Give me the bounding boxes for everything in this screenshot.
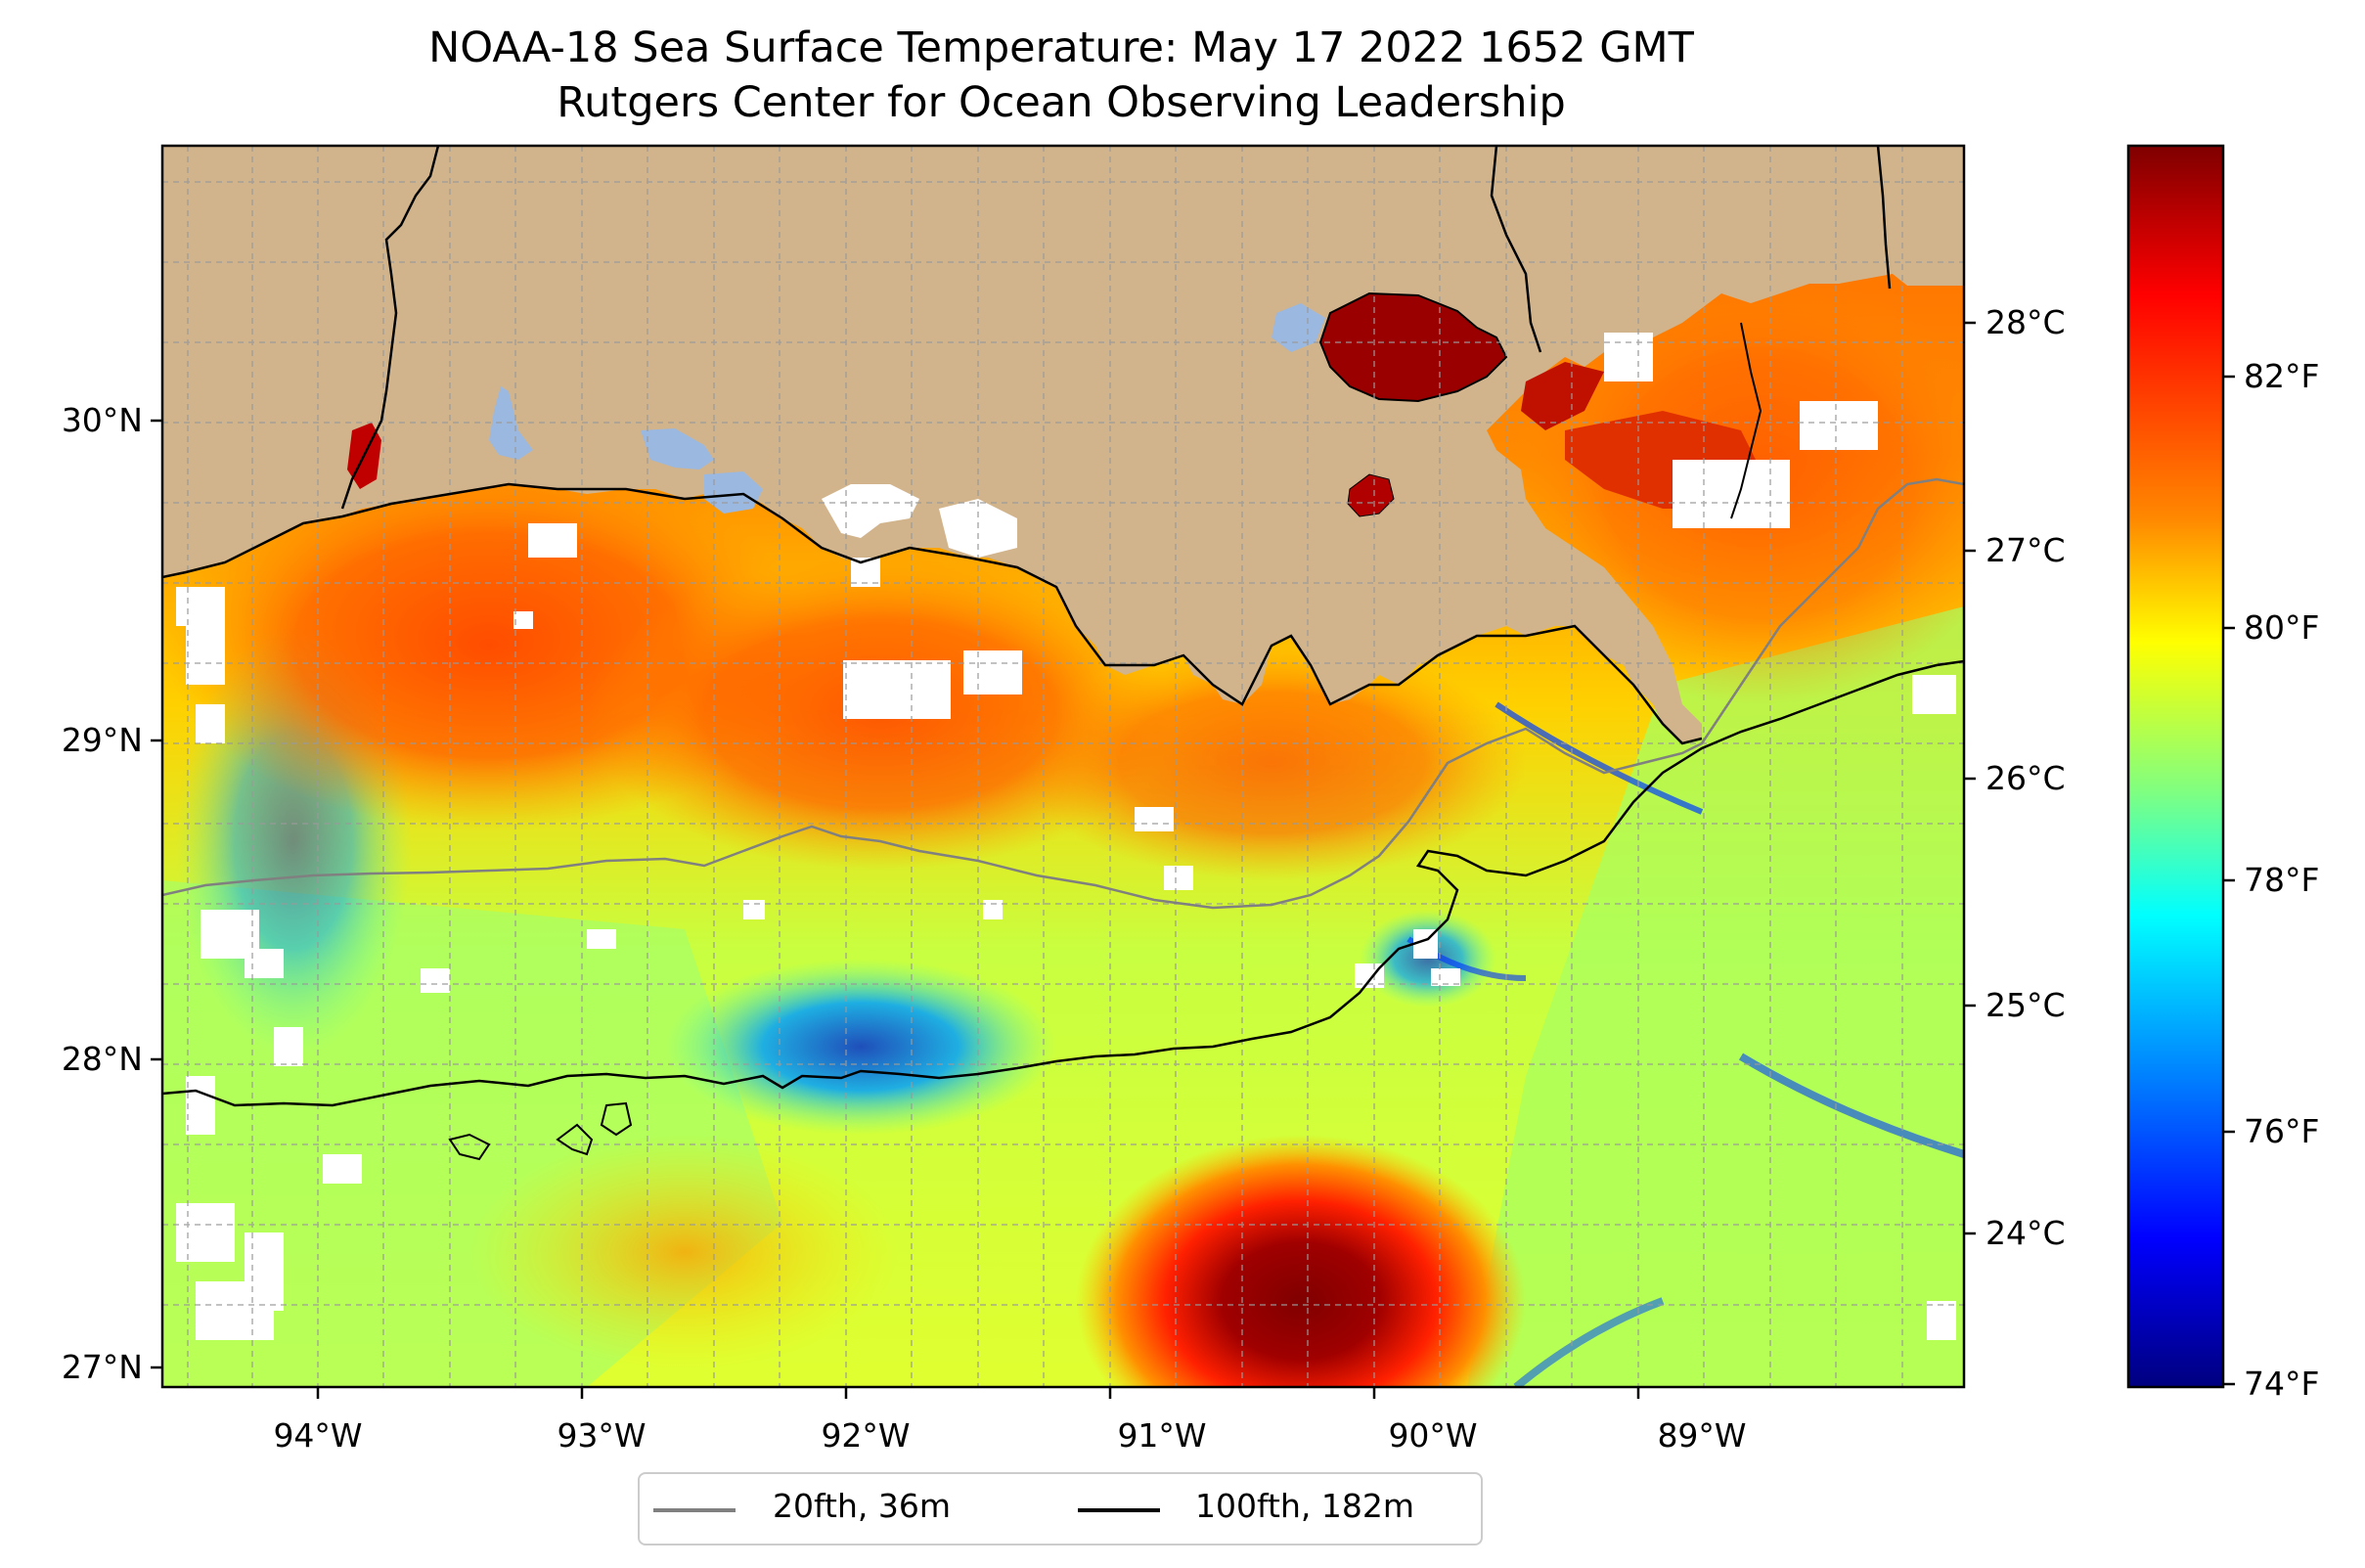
colorbar-fahrenheit-label: 78°F [2244,861,2320,899]
lake [1272,303,1325,352]
state-border [1490,146,1542,353]
coastline [162,482,1703,745]
lake-maurepas-sst [1347,473,1395,517]
colorbar-celsius-label: 28°C [1986,303,2066,341]
colorbar-fahrenheit-label: 82°F [2244,357,2320,395]
colorbar-celsius-label: 27°C [1986,531,2066,569]
lon-label: 92°W [821,1416,911,1455]
colorbar-ticks [2223,375,2235,1386]
state-border [340,146,440,510]
legend-swatch-20fth [653,1508,736,1512]
cool-filament [1738,1053,1964,1158]
lon-label: 90°W [1388,1416,1478,1455]
lat-label: 30°N [61,401,143,439]
inland-bay-sst [1521,362,1604,430]
lat-label: 28°N [61,1040,143,1078]
land-louisiana [162,146,1964,743]
lake-pontchartrain-sst [1318,291,1508,403]
orange-patch-south [469,1135,900,1369]
colorbar-fahrenheit-label: 74°F [2244,1365,2320,1403]
cool-patch-central [665,959,1056,1135]
legend-label-100fth: 100fth, 182m [1195,1487,1414,1525]
isobath-20fth [162,477,1964,910]
axis-ticks [151,321,1976,1399]
legend-label-20fth: 20fth, 36m [773,1487,951,1525]
lon-label: 89°W [1657,1416,1747,1455]
chart-subtitle: Rutgers Center for Ocean Observing Leade… [557,78,1566,127]
gridlines [162,146,1964,1387]
cool-filament [1495,701,1704,815]
isobath-100fth [556,1123,594,1156]
isobath-100fth [600,1101,633,1137]
colorbar-celsius-label: 24°C [1986,1214,2066,1252]
river [1730,322,1763,519]
isobath-100fth [162,659,1964,1107]
cool-filament [1513,1297,1665,1387]
colorbar-fahrenheit-label: 76°F [2244,1112,2320,1150]
lake [641,428,714,470]
colorbar-fahrenheit-label: 80°F [2244,608,2320,647]
legend: 20fth, 36m 100fth, 182m [638,1472,1483,1546]
colorbar-celsius-label: 25°C [1986,986,2066,1024]
lon-label: 91°W [1117,1416,1207,1455]
map-frame [160,144,1966,1389]
lat-label: 29°N [61,721,143,759]
sst-map [162,146,1964,1387]
legend-swatch-100fth [1078,1508,1160,1512]
state-border [1876,146,1892,290]
colorbar [2126,144,2225,1389]
lon-label: 94°W [273,1416,363,1455]
lon-label: 93°W [557,1416,647,1455]
lat-label: 27°N [61,1348,143,1386]
east-cool-water [1467,606,1964,1387]
isobath-100fth [448,1133,491,1161]
colorbar-celsius-label: 26°C [1986,759,2066,797]
chart-title: NOAA-18 Sea Surface Temperature: May 17 … [428,23,1694,72]
warm-eddy [1076,1135,1526,1387]
